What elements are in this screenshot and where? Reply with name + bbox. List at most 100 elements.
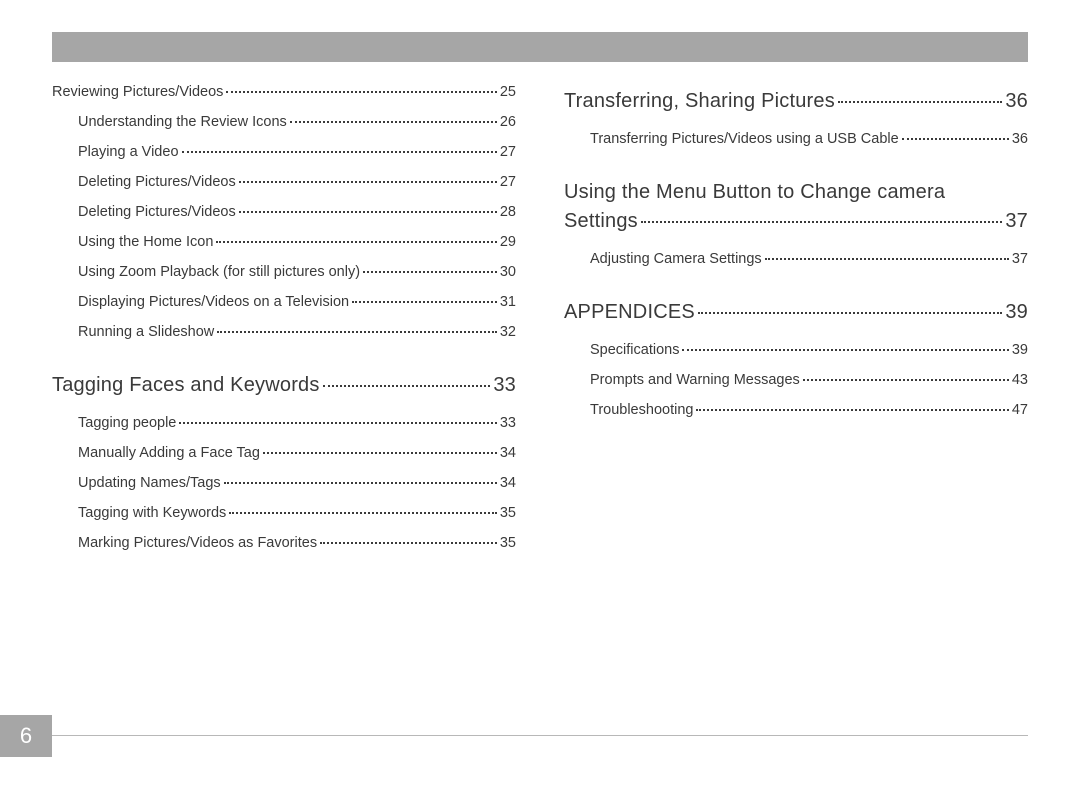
toc-section-heading: Tagging Faces and Keywords33 xyxy=(52,374,516,397)
toc-label: Running a Slideshow xyxy=(78,324,214,340)
toc-item-row: Deleting Pictures/Videos 28 xyxy=(52,204,516,220)
toc-item-row: Manually Adding a Face Tag 34 xyxy=(52,445,516,461)
toc-page-number: 33 xyxy=(500,415,516,431)
leader-dots xyxy=(217,331,497,333)
toc-page-number: 34 xyxy=(500,475,516,491)
toc-item-row: Understanding the Review Icons 26 xyxy=(52,114,516,130)
toc-item-row: Specifications 39 xyxy=(564,342,1028,358)
leader-dots xyxy=(803,379,1009,381)
toc-label: Manually Adding a Face Tag xyxy=(78,445,260,461)
toc-label: Prompts and Warning Messages xyxy=(590,372,800,388)
leader-dots xyxy=(226,91,496,93)
toc-label: Using Zoom Playback (for still pictures … xyxy=(78,264,360,280)
leader-dots xyxy=(323,385,491,387)
toc-item-row: Using Zoom Playback (for still pictures … xyxy=(52,264,516,280)
section-spacer xyxy=(564,281,1028,295)
toc-page-number: 35 xyxy=(500,535,516,551)
toc-section-heading: Using the Menu Button to Change camera xyxy=(564,181,1028,204)
leader-dots xyxy=(902,138,1009,140)
toc-page-number: 26 xyxy=(500,114,516,130)
toc-page-number: 37 xyxy=(1012,251,1028,267)
toc-item-row: Deleting Pictures/Videos 27 xyxy=(52,174,516,190)
leader-dots xyxy=(290,121,497,123)
leader-dots xyxy=(216,241,496,243)
footer-rule xyxy=(52,735,1028,736)
toc-item-row: Adjusting Camera Settings 37 xyxy=(564,251,1028,267)
toc-chapter-row: Reviewing Pictures/Videos 25 xyxy=(52,84,516,100)
toc-page-number: 29 xyxy=(500,234,516,250)
leader-dots xyxy=(696,409,1008,411)
toc-item-row: Prompts and Warning Messages 43 xyxy=(564,372,1028,388)
toc-label: Tagging with Keywords xyxy=(78,505,226,521)
toc-item-row: Using the Home Icon 29 xyxy=(52,234,516,250)
toc-page-number: 27 xyxy=(500,174,516,190)
toc-item-row: Tagging people 33 xyxy=(52,415,516,431)
toc-column-right: Transferring, Sharing Pictures36Transfer… xyxy=(564,84,1028,565)
header-bar xyxy=(52,32,1028,62)
toc-label: Using the Menu Button to Change camera xyxy=(564,181,945,204)
leader-dots xyxy=(765,258,1009,260)
toc-item-row: Updating Names/Tags 34 xyxy=(52,475,516,491)
toc-item-row: Transferring Pictures/Videos using a USB… xyxy=(564,131,1028,147)
toc-page-number: 28 xyxy=(500,204,516,220)
toc-page-number: 32 xyxy=(500,324,516,340)
toc-page-number: 47 xyxy=(1012,402,1028,418)
toc-label: Specifications xyxy=(590,342,679,358)
toc-page-number: 36 xyxy=(1005,90,1028,113)
toc-item-row: Playing a Video 27 xyxy=(52,144,516,160)
toc-label: Tagging people xyxy=(78,415,176,431)
leader-dots xyxy=(641,221,1002,223)
toc-page-number: 43 xyxy=(1012,372,1028,388)
toc-label: Troubleshooting xyxy=(590,402,693,418)
toc-page-number: 36 xyxy=(1012,131,1028,147)
leader-dots xyxy=(182,151,497,153)
toc-label: Using the Home Icon xyxy=(78,234,213,250)
toc-item-row: Troubleshooting 47 xyxy=(564,402,1028,418)
leader-dots xyxy=(179,422,496,424)
toc-label: Deleting Pictures/Videos xyxy=(78,174,236,190)
toc-section-heading: APPENDICES39 xyxy=(564,301,1028,324)
leader-dots xyxy=(229,512,497,514)
toc-label: Marking Pictures/Videos as Favorites xyxy=(78,535,317,551)
toc-item-row: Displaying Pictures/Videos on a Televisi… xyxy=(52,294,516,310)
leader-dots xyxy=(698,312,1002,314)
section-spacer xyxy=(564,161,1028,175)
toc-label: Tagging Faces and Keywords xyxy=(52,374,320,397)
leader-dots xyxy=(682,349,1008,351)
leader-dots xyxy=(263,452,497,454)
toc-section-heading: Transferring, Sharing Pictures 36 xyxy=(564,90,1028,113)
toc-label: Understanding the Review Icons xyxy=(78,114,287,130)
toc-page-number: 39 xyxy=(1012,342,1028,358)
page-number: 6 xyxy=(0,715,52,757)
toc-label: Transferring Pictures/Videos using a USB… xyxy=(590,131,899,147)
leader-dots xyxy=(320,542,497,544)
toc-columns: Reviewing Pictures/Videos 25 Understanding… xyxy=(52,32,1028,565)
page-root: Reviewing Pictures/Videos 25 Understanding… xyxy=(0,0,1080,785)
toc-column-left: Reviewing Pictures/Videos 25 Understanding… xyxy=(52,84,516,565)
toc-label: Transferring, Sharing Pictures xyxy=(564,90,835,113)
leader-dots xyxy=(239,181,497,183)
leader-dots xyxy=(239,211,497,213)
toc-page-number: 27 xyxy=(500,144,516,160)
section-spacer xyxy=(52,354,516,368)
toc-page-number: 39 xyxy=(1005,301,1028,324)
toc-label: Deleting Pictures/Videos xyxy=(78,204,236,220)
toc-page-number: 30 xyxy=(500,264,516,280)
toc-item-row: Marking Pictures/Videos as Favorites 35 xyxy=(52,535,516,551)
leader-dots xyxy=(363,271,497,273)
toc-page-number: 25 xyxy=(500,84,516,100)
page-number-text: 6 xyxy=(20,723,32,749)
toc-page-number: 31 xyxy=(500,294,516,310)
toc-label: Updating Names/Tags xyxy=(78,475,221,491)
toc-item-row: Tagging with Keywords35 xyxy=(52,505,516,521)
toc-item-row: Running a Slideshow 32 xyxy=(52,324,516,340)
toc-page-number: 34 xyxy=(500,445,516,461)
toc-page-number: 37 xyxy=(1005,210,1028,233)
leader-dots xyxy=(352,301,497,303)
toc-label: Adjusting Camera Settings xyxy=(590,251,762,267)
toc-label: Playing a Video xyxy=(78,144,179,160)
toc-label: Reviewing Pictures/Videos xyxy=(52,84,223,100)
toc-label: Displaying Pictures/Videos on a Televisi… xyxy=(78,294,349,310)
leader-dots xyxy=(838,101,1002,103)
toc-label: Settings xyxy=(564,210,638,233)
